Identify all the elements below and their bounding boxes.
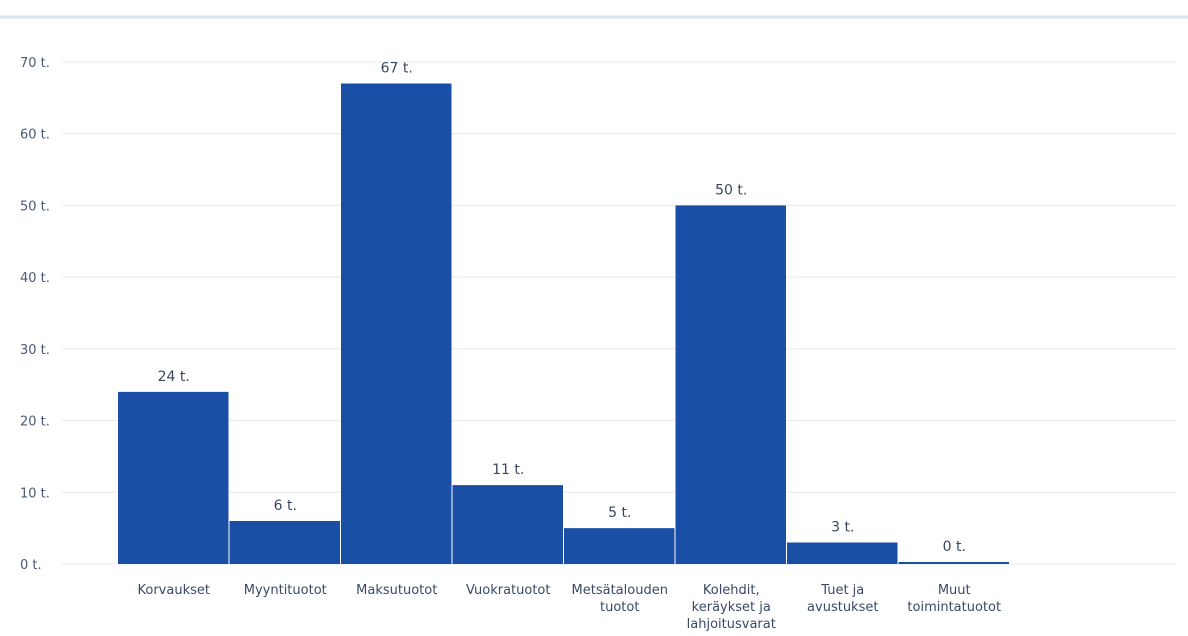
y-tick-label: 10 t. bbox=[20, 486, 50, 501]
category-labels: Korvaukset Myyntituotot Maksutuotot Vuokrat… bbox=[138, 583, 1002, 632]
category-label-line: keräykset ja bbox=[692, 600, 771, 615]
data-label: 5 t. bbox=[608, 505, 631, 521]
y-tick-label: 20 t. bbox=[20, 415, 50, 430]
y-axis-ticks: 0 t. 10 t. 20 t. 30 t. 40 t. 50 t. 60 t. 70 t. bbox=[20, 56, 50, 573]
bar bbox=[118, 391, 229, 564]
category-label-line: tuotot bbox=[600, 600, 639, 615]
y-tick-label: 0 t. bbox=[20, 558, 42, 573]
data-label: 11 t. bbox=[492, 462, 524, 478]
data-label: 67 t. bbox=[381, 61, 413, 77]
y-tick-label: 60 t. bbox=[20, 128, 50, 143]
bar bbox=[229, 520, 340, 564]
category-label-line: Tuet ja bbox=[820, 583, 864, 598]
data-labels: 24 t. 6 t. 67 t. 11 t. 5 t. 50 t. 3 t. 0 t. bbox=[158, 61, 966, 555]
category-label-line: Korvaukset bbox=[138, 583, 210, 598]
category-label: Metsätalouden tuotot bbox=[572, 583, 668, 615]
bar bbox=[898, 562, 1009, 564]
category-label-line: Maksutuotot bbox=[356, 583, 437, 598]
category-label: Kolehdit, keräykset ja lahjoitusvarat bbox=[687, 583, 776, 632]
category-label-line: lahjoitusvarat bbox=[687, 617, 776, 632]
data-label: 0 t. bbox=[943, 539, 966, 555]
category-label: Myyntituotot bbox=[244, 583, 327, 598]
category-label-line: Muut bbox=[938, 583, 971, 598]
category-label-line: toimintatuotot bbox=[907, 600, 1001, 615]
category-label: Muut toimintatuotot bbox=[907, 583, 1001, 615]
bar bbox=[341, 83, 452, 564]
data-label: 6 t. bbox=[274, 498, 297, 514]
bar bbox=[675, 205, 786, 564]
category-label-line: avustukset bbox=[807, 600, 878, 615]
category-label-line: Kolehdit, bbox=[703, 583, 760, 598]
bars bbox=[118, 83, 1009, 564]
category-label: Korvaukset bbox=[138, 583, 210, 598]
category-label-line: Metsätalouden bbox=[572, 583, 668, 598]
bar bbox=[564, 528, 675, 564]
category-label: Vuokratuotot bbox=[466, 583, 550, 598]
y-tick-label: 30 t. bbox=[20, 343, 50, 358]
grid-lines bbox=[62, 61, 1176, 565]
data-label: 50 t. bbox=[715, 182, 747, 198]
category-label: Maksutuotot bbox=[356, 583, 437, 598]
y-tick-label: 50 t. bbox=[20, 199, 50, 214]
category-label-line: Vuokratuotot bbox=[466, 583, 550, 598]
bar bbox=[452, 485, 563, 564]
data-label: 24 t. bbox=[158, 369, 190, 385]
y-tick-label: 70 t. bbox=[20, 56, 50, 71]
category-label: Tuet ja avustukset bbox=[807, 583, 878, 615]
category-label-line: Myyntituotot bbox=[244, 583, 327, 598]
data-label: 3 t. bbox=[831, 519, 854, 535]
y-tick-label: 40 t. bbox=[20, 271, 50, 286]
bar bbox=[787, 542, 898, 564]
